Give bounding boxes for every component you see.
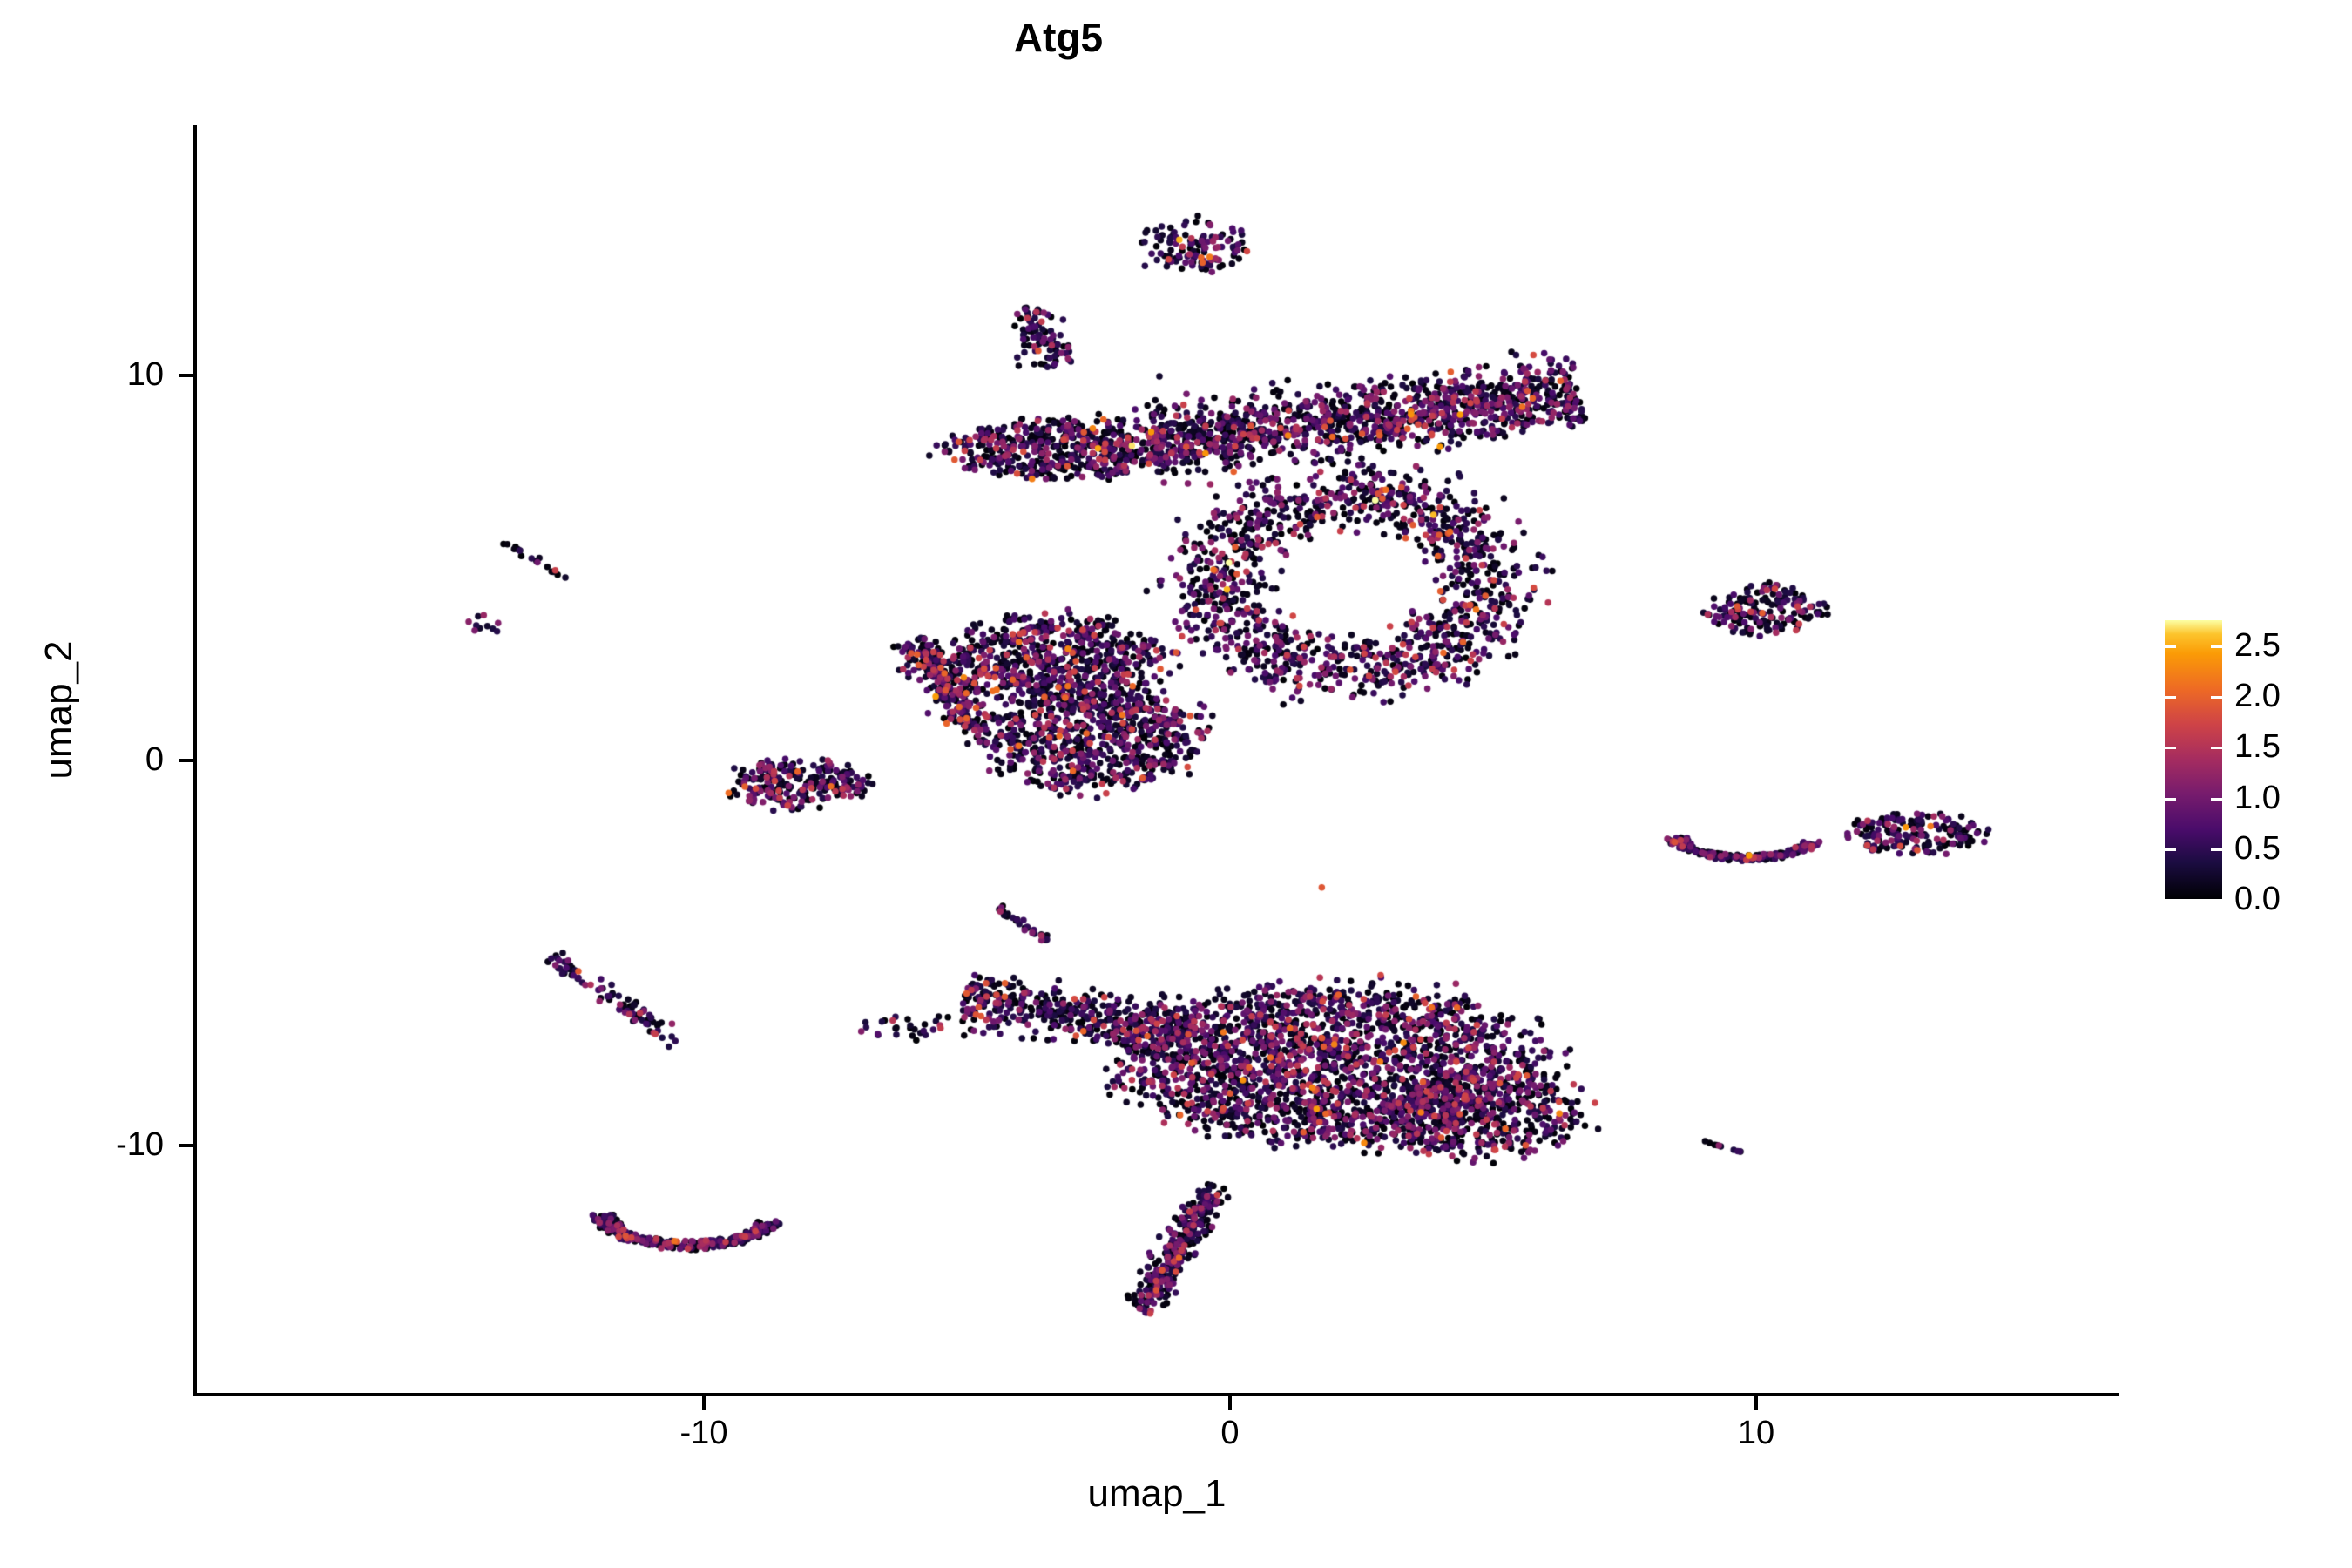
colorbar-tick-label: 1.5 xyxy=(2234,728,2281,766)
colorbar-legend: 0.0 0.5 1.0 1.5 2.0 2.5 xyxy=(2165,620,2339,916)
y-axis-tick-label: -10 xyxy=(116,1126,164,1163)
colorbar-tick xyxy=(2165,797,2176,801)
colorbar-tick xyxy=(2165,645,2176,649)
x-axis-line xyxy=(195,1393,2119,1396)
colorbar-tick-label: 2.0 xyxy=(2234,678,2281,715)
page-title: Atg5 xyxy=(1013,15,1104,60)
y-axis-line xyxy=(193,125,197,1396)
colorbar-tick xyxy=(2165,747,2176,750)
colorbar-tick-label: 0.5 xyxy=(2234,829,2281,867)
x-axis-title: umap_1 xyxy=(1087,1472,1227,1515)
colorbar-tick xyxy=(2211,747,2222,750)
y-axis-tick-label: 10 xyxy=(126,356,164,393)
colorbar-tick-label: 0.0 xyxy=(2234,881,2281,917)
y-axis-tick xyxy=(179,374,193,377)
colorbar-tick xyxy=(2211,645,2222,649)
x-axis-tick xyxy=(1228,1396,1232,1410)
colorbar-tick xyxy=(2211,848,2222,851)
colorbar-tick xyxy=(2211,797,2222,801)
y-axis-tick-label: 0 xyxy=(145,741,164,778)
x-axis-tick-label: -10 xyxy=(679,1415,728,1451)
y-axis-title: umap_2 xyxy=(37,640,80,780)
colorbar-tick xyxy=(2165,696,2176,700)
x-axis-tick xyxy=(702,1396,706,1410)
x-axis-tick-label: 10 xyxy=(1737,1415,1775,1451)
y-axis-tick xyxy=(179,759,193,762)
colorbar-tick xyxy=(2211,899,2222,902)
colorbar-tick xyxy=(2165,848,2176,851)
colorbar-tick xyxy=(2165,899,2176,902)
plot-panel xyxy=(195,125,2119,1396)
colorbar-tick xyxy=(2211,696,2222,700)
x-axis-tick xyxy=(1754,1396,1758,1410)
x-axis-tick-label: 0 xyxy=(1220,1415,1240,1451)
colorbar-tick-label: 1.0 xyxy=(2234,779,2281,816)
scatter-points-layer xyxy=(195,125,2119,1396)
y-axis-tick xyxy=(179,1144,193,1147)
colorbar-tick-label: 2.5 xyxy=(2234,627,2281,665)
colorbar-gradient xyxy=(2165,620,2222,899)
